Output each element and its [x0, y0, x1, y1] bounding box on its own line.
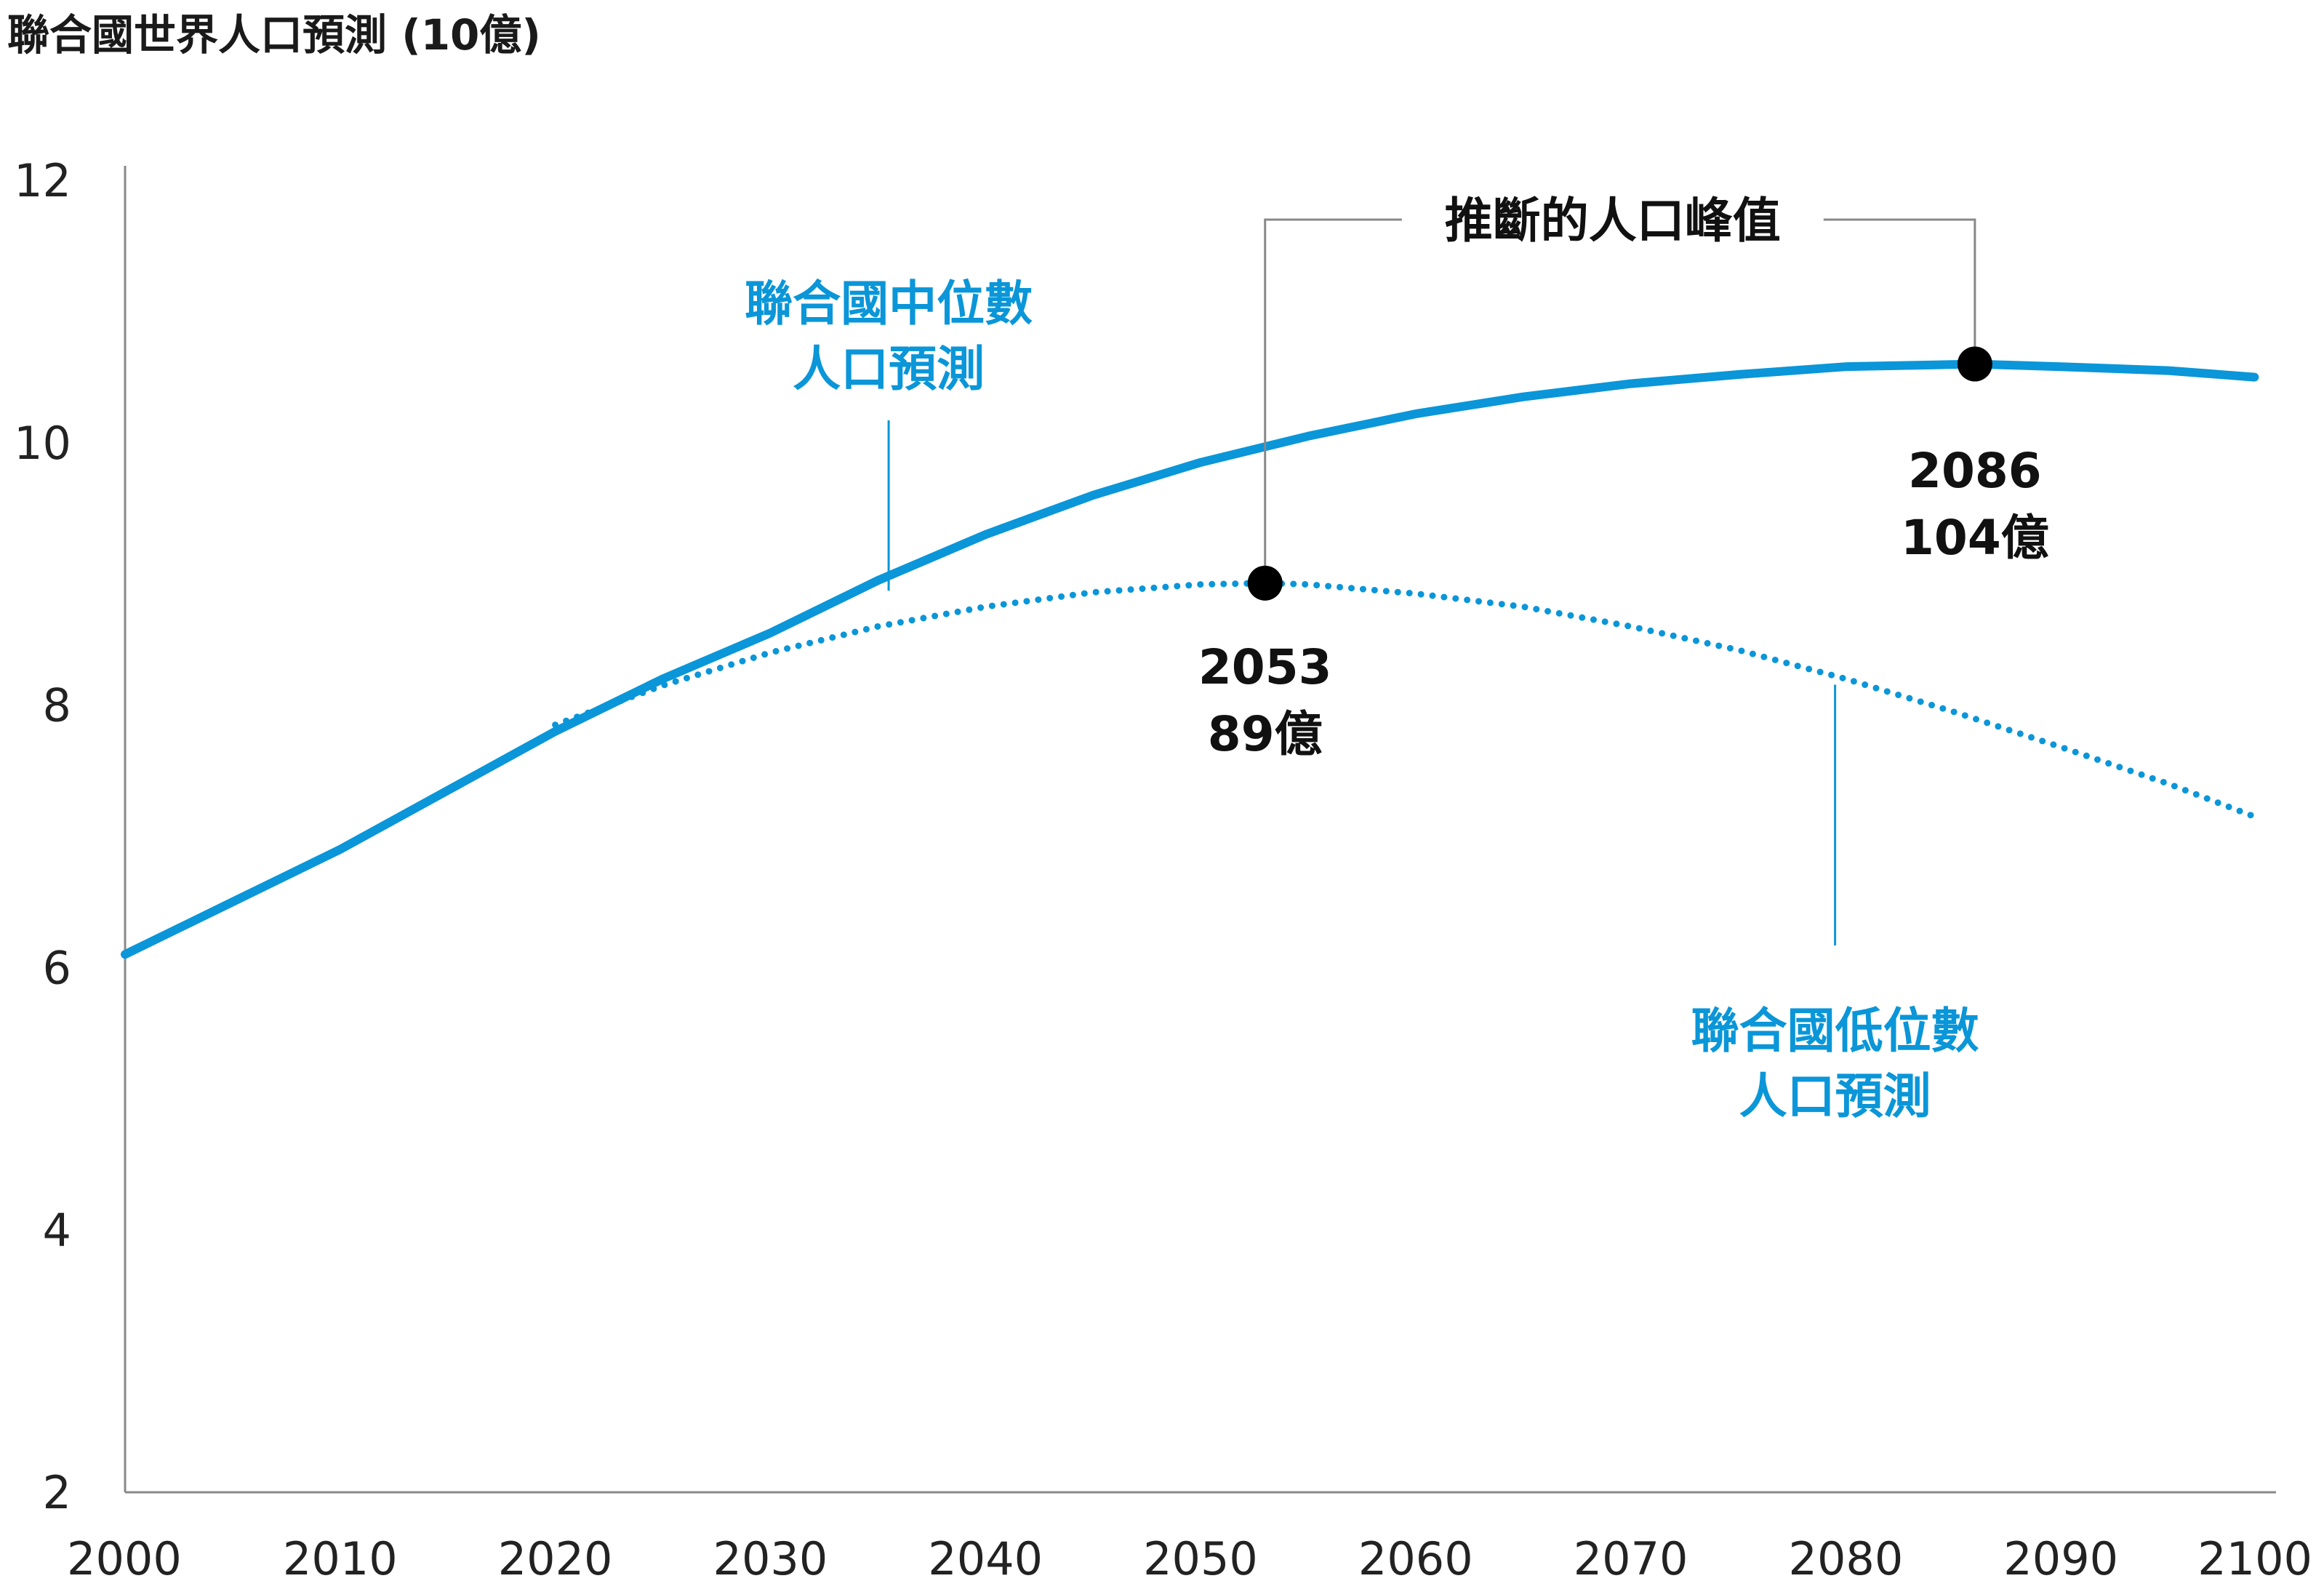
axes [124, 166, 2276, 1494]
y-tick-label: 10 [14, 417, 71, 470]
x-tick-label: 2050 [1143, 1532, 1258, 1585]
low-series-line [552, 580, 2258, 820]
peak-value-label: 104億 [1901, 510, 2049, 566]
x-tick-label: 2060 [1358, 1532, 1473, 1585]
x-tick-label: 2030 [713, 1532, 828, 1585]
series-lines [121, 359, 2259, 959]
peak-marker [1957, 346, 1992, 382]
x-tick-labels: 2000 2010 2020 2030 2040 2050 2060 2070 2080 2090… [67, 1532, 2312, 1585]
peak-year-label: 2053 [1198, 639, 1332, 695]
y-tick-labels: 2 4 6 8 10 12 [14, 154, 71, 1519]
x-tick-label: 2080 [1789, 1532, 1904, 1585]
low-series-label: 聯合國低位數 [1691, 1003, 1979, 1059]
y-tick-label: 2 [43, 1466, 71, 1519]
y-tick-label: 8 [43, 679, 71, 732]
low-series-label: 人口預測 [1739, 1068, 1931, 1124]
x-tick-label: 2010 [283, 1532, 398, 1585]
peak-value-label: 89億 [1208, 706, 1323, 762]
x-tick-label: 2020 [498, 1532, 613, 1585]
x-tick-label: 2040 [928, 1532, 1043, 1585]
x-tick-label: 2000 [67, 1532, 182, 1585]
x-tick-label: 2100 [2197, 1532, 2312, 1585]
y-tick-label: 4 [43, 1204, 71, 1257]
peak-year-label: 2086 [1908, 443, 2042, 499]
x-tick-label: 2090 [2003, 1532, 2118, 1585]
y-tick-label: 6 [43, 941, 71, 994]
label-leaders [887, 420, 1837, 945]
chart-title: 聯合國世界人口預測 (10億) [7, 10, 541, 60]
peak-marker [1247, 565, 1283, 601]
median-series-label: 人口預測 [793, 341, 985, 397]
peak-bracket-right [1823, 218, 1976, 364]
peak-annotation: 推斷的人口峰值 2053 89億 2086 104億 [1198, 193, 2049, 762]
peak-annotation-label: 推斷的人口峰值 [1445, 193, 1781, 249]
median-series-line [121, 359, 2259, 959]
y-tick-label: 12 [14, 154, 71, 207]
median-series-label: 聯合國中位數 [745, 276, 1033, 332]
peak-bracket-left [1264, 218, 1402, 583]
x-tick-label: 2070 [1574, 1532, 1688, 1585]
